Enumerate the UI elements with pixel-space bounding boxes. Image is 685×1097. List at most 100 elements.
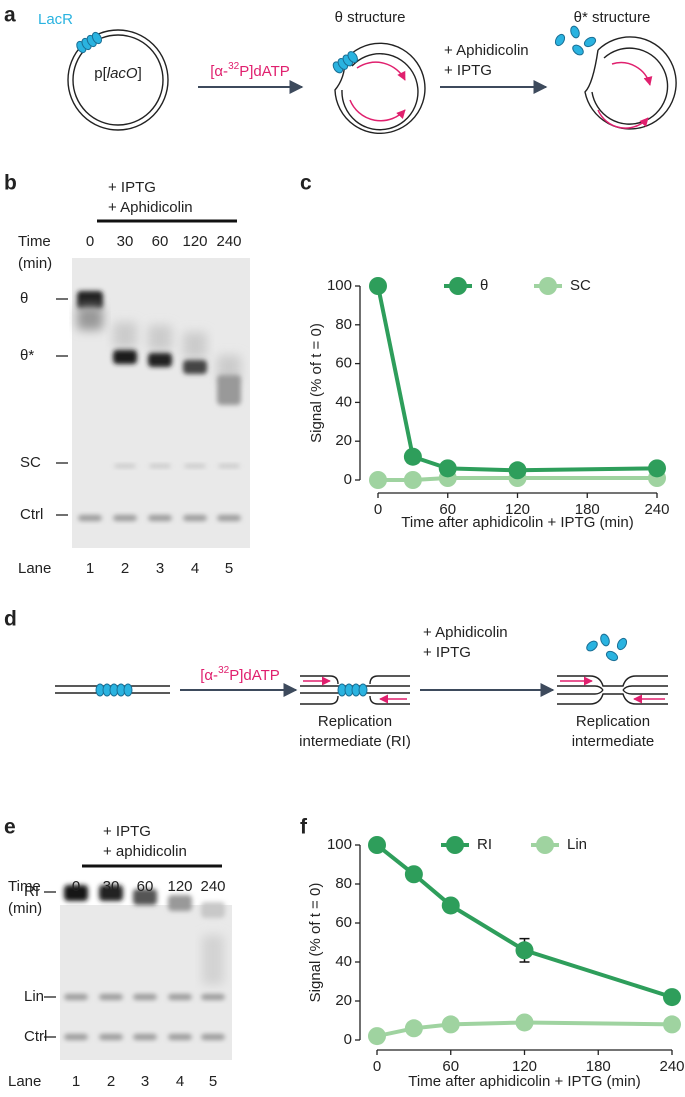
structure-label: Replication xyxy=(318,713,392,730)
y-tick-label: 80 xyxy=(335,316,352,333)
y-tick-label: 80 xyxy=(335,875,352,892)
gel-band xyxy=(168,895,192,911)
data-point xyxy=(515,1013,534,1032)
band-label: RI xyxy=(24,883,39,900)
band-label: Ctrl xyxy=(24,1028,47,1045)
y-tick-label: 60 xyxy=(335,914,352,931)
text-part: p[ xyxy=(94,65,107,82)
gel-band xyxy=(202,935,224,985)
structure-label: intermediate (RI) xyxy=(299,733,411,750)
treatment-label: + IPTG xyxy=(103,823,151,840)
legend-marker xyxy=(539,277,557,295)
gel-band xyxy=(77,306,103,330)
data-point xyxy=(648,459,666,478)
y-tick-label: 20 xyxy=(335,432,352,449)
gel-band xyxy=(114,464,136,468)
lane-time: 240 xyxy=(216,233,241,250)
band-label: Lin xyxy=(24,988,44,1005)
data-point xyxy=(368,1027,386,1046)
lane-time: 240 xyxy=(200,878,225,895)
panel-d-diagram xyxy=(55,633,668,705)
gel-band xyxy=(99,885,123,901)
y-tick-label: 0 xyxy=(344,471,352,488)
lacr-label: LacR xyxy=(38,11,73,28)
gel-band xyxy=(77,291,103,309)
y-tick-label: 100 xyxy=(327,836,352,853)
x-tick-label: 0 xyxy=(374,501,382,518)
time-label: (min) xyxy=(8,900,42,917)
y-axis-label: Signal (% of t = 0) xyxy=(308,323,325,443)
band-label: θ* xyxy=(20,347,34,364)
treatment-label: + Aphidicolin xyxy=(108,199,193,216)
lane-number: 1 xyxy=(86,560,94,577)
text-part: P]dATP xyxy=(229,667,280,684)
text-part: 32 xyxy=(218,665,230,676)
gel-band xyxy=(64,994,88,1000)
band-label: θ xyxy=(20,290,28,307)
legend-label: RI xyxy=(477,836,492,853)
data-point xyxy=(663,988,681,1007)
lane-number: 2 xyxy=(121,560,129,577)
gel-bands xyxy=(64,885,225,1040)
x-tick-label: 240 xyxy=(644,501,669,518)
legend-marker xyxy=(446,836,464,854)
y-tick-label: 20 xyxy=(335,992,352,1009)
lane-time: 120 xyxy=(167,878,192,895)
lane-number: 3 xyxy=(141,1073,149,1090)
x-tick-label: 120 xyxy=(512,1058,537,1075)
lane-time: 0 xyxy=(86,233,94,250)
structure-label: Replication xyxy=(576,713,650,730)
arrow-label: + IPTG xyxy=(423,644,471,661)
x-tick-label: 0 xyxy=(373,1058,381,1075)
lane-time: 60 xyxy=(152,233,169,250)
lane-number: 3 xyxy=(156,560,164,577)
text-part: P]dATP xyxy=(239,63,290,80)
x-axis-label: Time after aphidicolin + IPTG (min) xyxy=(401,514,633,531)
data-point xyxy=(369,277,387,295)
data-point xyxy=(441,896,460,915)
plasmid-label: p[lacO] xyxy=(94,65,142,82)
panel-label: e xyxy=(4,816,16,839)
text-part: ] xyxy=(138,65,142,82)
data-point xyxy=(403,447,422,466)
gel-band xyxy=(149,464,171,468)
gel-band xyxy=(64,885,88,901)
gel-band xyxy=(99,994,123,1000)
lane-label: Lane xyxy=(8,1073,41,1090)
panel-label: b xyxy=(4,172,17,195)
panel-label: d xyxy=(4,608,17,631)
time-label: Time xyxy=(18,233,51,250)
gel-band xyxy=(168,1034,192,1040)
text-part: [α- xyxy=(210,63,228,80)
structure-label: θ* structure xyxy=(574,9,651,26)
data-point xyxy=(404,865,423,884)
x-tick-label: 60 xyxy=(439,501,456,518)
lane-time: 30 xyxy=(117,233,134,250)
data-point xyxy=(438,459,457,478)
legend-label: θ xyxy=(480,277,488,294)
band-label: Ctrl xyxy=(20,506,43,523)
y-tick-label: 100 xyxy=(327,277,352,294)
data-point xyxy=(441,1015,460,1034)
x-axis-label: Time after aphidicolin + IPTG (min) xyxy=(408,1073,640,1090)
gel-band xyxy=(201,1034,225,1040)
lane-time: 0 xyxy=(72,878,80,895)
structure-label: intermediate xyxy=(572,733,655,750)
data-point xyxy=(663,1015,681,1034)
lane-number: 4 xyxy=(176,1073,184,1090)
legend-marker xyxy=(536,836,554,854)
lane-label: Lane xyxy=(18,560,51,577)
gel-band xyxy=(183,332,207,358)
gel-band xyxy=(99,1034,123,1040)
lane-time: 120 xyxy=(182,233,207,250)
arrow-label: [α-32P]dATP xyxy=(210,61,290,80)
lane-number: 1 xyxy=(72,1073,80,1090)
gel-band xyxy=(184,464,206,468)
time-label: (min) xyxy=(18,255,52,272)
text-part: [α- xyxy=(200,667,218,684)
text-part: 32 xyxy=(228,61,240,72)
gel-band xyxy=(133,994,157,1000)
arrow-label: + Aphidicolin xyxy=(423,624,508,641)
gel-band xyxy=(133,889,157,905)
x-tick-label: 180 xyxy=(575,501,600,518)
